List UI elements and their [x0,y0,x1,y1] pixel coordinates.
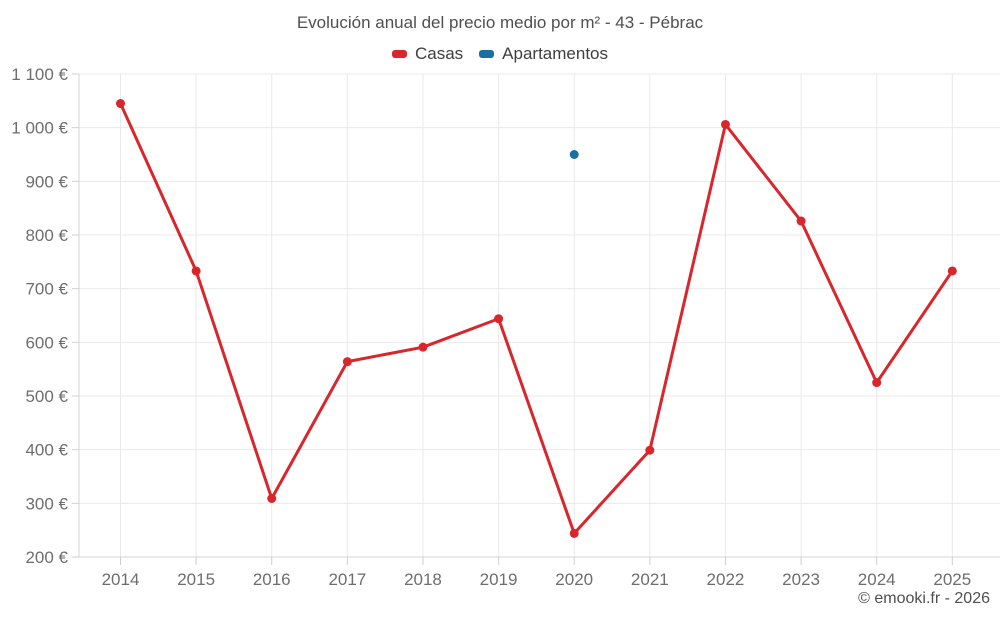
casas-series-swatch-icon [391,50,407,58]
attribution: © emooki.fr - 2026 [858,590,990,607]
legend-item-apartamentos[interactable]: Apartamentos [479,44,608,64]
gridlines [79,73,1000,557]
data-point-casas-2014[interactable] [116,99,125,109]
x-axis-tick-label: 2021 [631,570,669,589]
legend-label-casas: Casas [414,44,464,63]
legend-item-casas[interactable]: Casas [391,44,464,64]
y-axis-tick-label: 1 000 € [11,119,68,138]
x-axis-tick-label: 2023 [782,570,820,589]
data-point-casas-2025[interactable] [947,266,957,276]
axis-ticks [72,73,953,565]
x-axis-tick-label: 2015 [177,570,215,589]
x-axis-tick-label: 2019 [480,570,518,589]
y-axis-tick-label: 900 € [25,172,68,191]
data-point-casas-2021[interactable] [645,445,655,455]
series-casas [116,99,957,538]
chart-title: Evolución anual del precio medio por m² … [296,13,704,32]
legend: Casas Apartamentos [0,44,1000,64]
data-point-casas-2015[interactable] [191,266,201,276]
axes [78,74,1000,558]
legend-label-apartamentos: Apartamentos [502,44,609,63]
data-point-apartamentos-2020[interactable] [569,150,579,159]
data-point-casas-2023[interactable] [796,216,806,226]
series-line-casas [119,102,954,535]
x-axis-tick-label: 2020 [555,570,593,589]
data-point-casas-2017[interactable] [342,357,352,367]
apartamentos-series-swatch-icon [479,50,495,58]
y-axis-tick-label: 800 € [25,226,68,245]
x-axis-tick-label: 2016 [253,570,291,589]
data-point-casas-2019[interactable] [494,314,504,324]
series-apartamentos [569,150,579,159]
x-axis-tick-label: 2022 [707,570,745,589]
y-axis-tick-label: 600 € [25,333,68,352]
data-point-casas-2016[interactable] [267,494,277,504]
x-axis-tick-label: 2014 [102,570,140,589]
x-axis-tick-label: 2018 [404,570,442,589]
x-axis-tick-label: 2025 [933,570,971,589]
y-axis-tick-label: 300 € [25,494,68,513]
data-point-casas-2024[interactable] [872,378,882,388]
y-axis-tick-label: 700 € [25,280,68,299]
axis-labels: 200 € 300 € 400 € 500 € 600 € 700 € 800 € 900 €… [11,65,971,589]
x-axis-tick-label: 2024 [858,570,896,589]
y-axis-tick-label: 500 € [25,387,68,406]
data-point-casas-2022[interactable] [720,119,730,129]
data-point-casas-2020[interactable] [569,528,579,538]
y-axis-tick-label: 1 100 € [11,65,68,84]
x-axis-tick-label: 2017 [328,570,366,589]
y-axis-tick-label: 200 € [25,548,68,567]
y-axis-tick-label: 400 € [25,441,68,460]
data-point-casas-2018[interactable] [418,342,428,352]
